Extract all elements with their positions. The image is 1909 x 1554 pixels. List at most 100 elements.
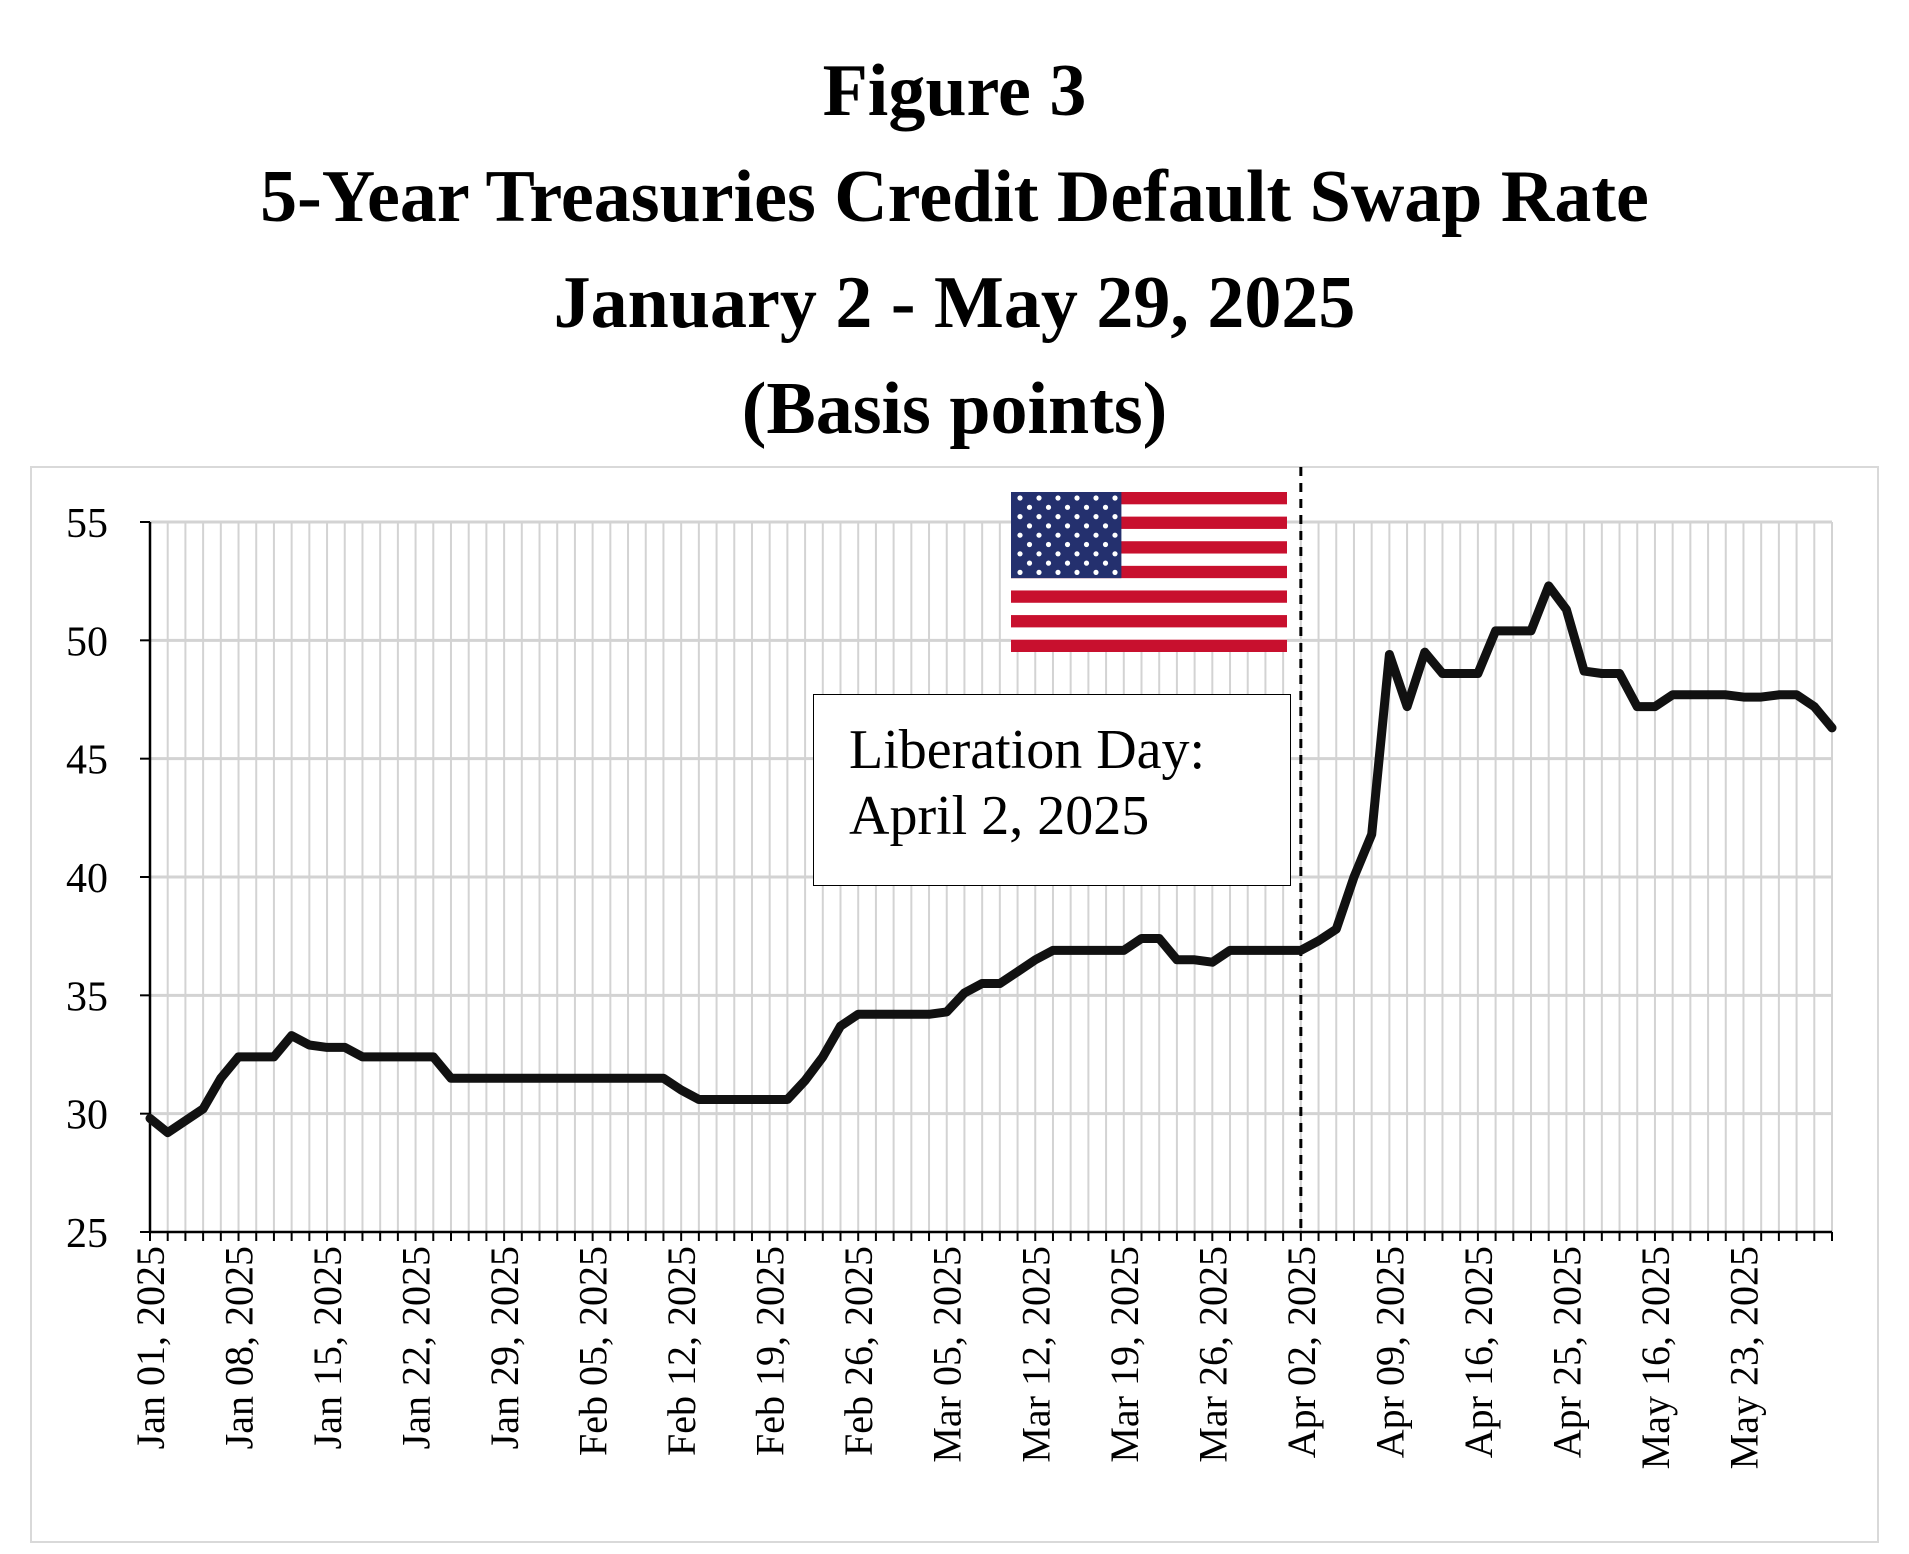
x-tick-label: Mar 26, 2025 [1190,1246,1235,1463]
x-tick-label: Mar 12, 2025 [1013,1246,1058,1463]
data-point [822,1056,824,1058]
data-point [592,1077,594,1079]
data-point [255,1056,257,1058]
flag-stripe [1011,590,1287,603]
x-tick-label: Jan 01, 2025 [128,1246,173,1449]
data-point [733,1098,735,1100]
x-tick-label: Jan 15, 2025 [305,1246,350,1449]
y-tick-label: 45 [66,738,108,784]
data-point [1406,706,1408,708]
flag-star [1102,541,1109,548]
flag-star [1026,523,1033,529]
x-tick-label: Jan 29, 2025 [482,1246,527,1449]
flag-star [1036,569,1042,576]
data-point [1140,938,1142,940]
data-point [1335,928,1337,930]
flag-star [1112,569,1118,576]
flag-star [1026,560,1033,566]
data-point [1388,654,1390,656]
flag-star [1112,514,1118,520]
x-tick-label: Jan 08, 2025 [217,1246,262,1449]
y-tick-label: 25 [66,1211,108,1257]
data-point [1654,706,1656,708]
flag-star [1045,560,1052,566]
data-point [202,1108,204,1110]
data-point [1707,694,1709,696]
data-point [1176,959,1178,961]
data-point [1247,949,1249,951]
x-tick-label: Feb 05, 2025 [571,1246,616,1456]
flag-star [1093,532,1099,538]
chart-frame [30,466,1879,1543]
data-point [1760,696,1762,698]
data-point [1441,672,1443,674]
data-point [1530,630,1532,632]
annotation-line-2: April 2, 2025 [849,785,1150,847]
data-point [1565,609,1567,611]
x-tick-label: Jan 22, 2025 [394,1246,439,1449]
data-point [1424,651,1426,653]
data-point [574,1077,576,1079]
data-point [662,1077,664,1079]
x-tick-label: Feb 12, 2025 [659,1246,704,1456]
flag-star [1074,495,1080,501]
data-point [344,1046,346,1048]
data-points [149,585,1833,1134]
x-tick-label: Apr 09, 2025 [1367,1246,1412,1458]
data-point [1619,672,1621,674]
flag-star [1074,514,1080,520]
flag-star [1112,532,1118,538]
data-point [1194,959,1196,961]
flag-star [1074,532,1080,538]
flag-star [1036,495,1042,501]
flag-star [1083,541,1090,548]
flag-star [1102,523,1109,529]
flag-star [1074,569,1080,576]
data-point [1477,672,1479,674]
flag-star [1045,523,1052,529]
data-point [397,1056,399,1058]
figure-number: Figure 3 [822,50,1087,132]
data-point [556,1077,558,1079]
flag-star [1055,495,1061,501]
data-point [1229,949,1231,951]
flag-star [1055,551,1061,557]
flag-star [1083,560,1090,566]
flag-star [1102,560,1109,566]
x-tick-label: Mar 05, 2025 [925,1246,970,1463]
data-point [1689,694,1691,696]
data-point [928,1013,930,1015]
data-point [1601,672,1603,674]
x-tick-label: Apr 02, 2025 [1279,1246,1324,1458]
data-point [910,1013,912,1015]
data-point [184,1120,186,1122]
flag-star [1064,541,1071,548]
y-tick-label: 40 [66,856,108,902]
data-point [539,1077,541,1079]
data-point [1211,961,1213,963]
data-point [1353,876,1355,878]
flag-star [1055,514,1061,520]
flag-star [1083,523,1090,529]
data-point [1583,670,1585,672]
flag-star [1017,569,1023,576]
data-point [1636,706,1638,708]
x-tick-label: May 23, 2025 [1721,1246,1766,1469]
x-axis-ticks: Jan 01, 2025 Jan 08, 2025 Jan 15, 2025 Jan … [128,1232,1833,1469]
flag-star [1064,560,1071,566]
data-point [680,1089,682,1091]
x-tick-label: Feb 19, 2025 [748,1246,793,1456]
data-point [1778,694,1780,696]
flag-star [1112,551,1118,557]
annotation-line-1: Liberation Day: [849,719,1206,781]
x-tick-label: Feb 26, 2025 [836,1246,881,1456]
flag-star [1112,495,1118,501]
flag-star [1036,532,1042,538]
data-point [291,1035,293,1037]
data-point [1052,949,1054,951]
data-point [485,1077,487,1079]
flag-star [1093,569,1099,576]
flag-star [1093,514,1099,520]
data-point [840,1025,842,1027]
data-point [645,1077,647,1079]
